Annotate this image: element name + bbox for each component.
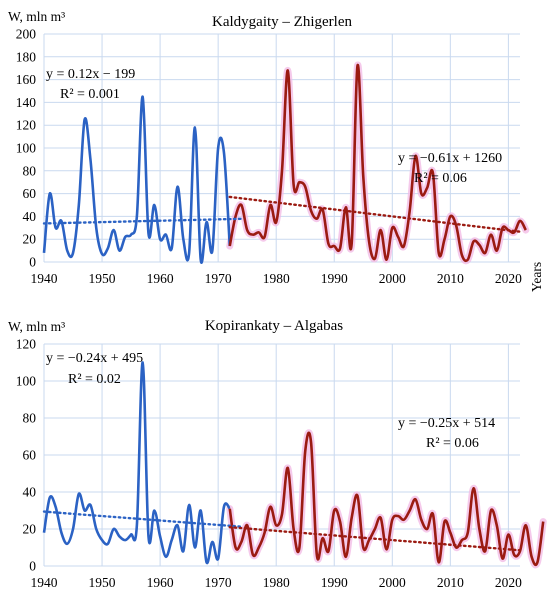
y-tick-label: 120 bbox=[16, 337, 37, 352]
trend-equation-late: y = −0.61x + 1260 bbox=[398, 151, 502, 166]
y-tick-label: 0 bbox=[29, 559, 36, 574]
y-tick-label: 160 bbox=[16, 72, 37, 87]
series-line-early bbox=[42, 95, 232, 264]
series-lines bbox=[42, 63, 527, 264]
x-tick-label: 1950 bbox=[89, 575, 116, 590]
chart-panel-kopirankaty: 0 20 40 60 80 100 120 1940 1950 1960 1970 1980 1990… bbox=[8, 318, 547, 590]
chart-panel-kaldygaity: 0 20 40 60 80 100 120 140 160 180 200 1940 1950 1960… bbox=[8, 9, 544, 292]
x-tick-label: 1940 bbox=[31, 575, 58, 590]
x-tick-label: 1960 bbox=[147, 271, 174, 286]
series-highlight-line bbox=[226, 429, 547, 569]
trend-equation-early: y = 0.12x − 199 bbox=[46, 67, 135, 82]
x-tick-label: 1990 bbox=[321, 575, 348, 590]
trend-r2-early: R² = 0.001 bbox=[60, 87, 120, 102]
x-tick-label: 1960 bbox=[147, 575, 174, 590]
series-lines bbox=[42, 361, 545, 567]
y-axis-label: W, mln m³ bbox=[8, 319, 65, 334]
y-tick-label: 20 bbox=[23, 232, 37, 247]
y-axis-label: W, mln m³ bbox=[8, 9, 65, 24]
trendlines bbox=[42, 195, 522, 233]
x-tick-label: 1980 bbox=[263, 575, 290, 590]
y-tick-label: 140 bbox=[16, 95, 37, 110]
series-line-late bbox=[228, 63, 527, 263]
trendline-late bbox=[228, 525, 522, 552]
chart-title: Kopirankaty – Algabas bbox=[205, 318, 343, 334]
trendline-early bbox=[42, 217, 243, 225]
x-tick-label: 1940 bbox=[31, 271, 58, 286]
trend-equation-early: y = −0.24x + 495 bbox=[46, 351, 143, 366]
x-tick-label: 1950 bbox=[89, 271, 116, 286]
trend-r2-early: R² = 0.02 bbox=[68, 372, 121, 387]
y-tick-label: 20 bbox=[23, 522, 37, 537]
y-tick-label: 120 bbox=[16, 118, 37, 133]
chart-title: Kaldygaity – Zhigerlen bbox=[212, 14, 352, 30]
y-tick-label: 80 bbox=[23, 163, 37, 178]
x-axis-label: Years bbox=[529, 262, 544, 292]
x-tick-label: 2010 bbox=[437, 575, 464, 590]
x-tick-label: 2000 bbox=[379, 575, 406, 590]
x-tick-label: 1980 bbox=[263, 271, 290, 286]
trendlines bbox=[42, 510, 522, 552]
series-line-early bbox=[42, 361, 231, 565]
trend-equation-late: y = −0.25x + 514 bbox=[398, 416, 495, 431]
x-tick-label: 2000 bbox=[379, 271, 406, 286]
y-tick-label: 100 bbox=[16, 141, 37, 156]
y-tick-label: 200 bbox=[16, 27, 37, 42]
trendline-early bbox=[42, 510, 243, 528]
y-tick-label: 60 bbox=[23, 448, 37, 463]
x-tick-label: 2010 bbox=[437, 271, 464, 286]
y-tick-label: 40 bbox=[23, 485, 37, 500]
x-tick-labels: 1940 1950 1960 1970 1980 1990 2000 2010 2020 bbox=[31, 271, 523, 286]
series-line-late bbox=[228, 431, 545, 567]
x-tick-label: 1970 bbox=[205, 271, 232, 286]
x-tick-labels: 1940 1950 1960 1970 1980 1990 2000 2010 2020 bbox=[31, 575, 523, 590]
y-tick-label: 100 bbox=[16, 374, 37, 389]
y-tick-label: 60 bbox=[23, 186, 37, 201]
series-highlight bbox=[226, 429, 547, 569]
x-tick-label: 2020 bbox=[495, 575, 522, 590]
x-tick-label: 1970 bbox=[205, 575, 232, 590]
y-tick-label: 40 bbox=[23, 209, 37, 224]
y-tick-labels: 0 20 40 60 80 100 120 140 160 180 200 bbox=[16, 27, 37, 270]
x-tick-label: 1990 bbox=[321, 271, 348, 286]
y-tick-label: 80 bbox=[23, 411, 37, 426]
trend-r2-late: R² = 0.06 bbox=[414, 171, 467, 186]
y-tick-labels: 0 20 40 60 80 100 120 bbox=[16, 337, 37, 574]
y-tick-label: 0 bbox=[29, 255, 36, 270]
x-tick-label: 2020 bbox=[495, 271, 522, 286]
trendline-late bbox=[228, 195, 522, 233]
y-tick-label: 180 bbox=[16, 49, 37, 64]
trend-r2-late: R² = 0.06 bbox=[426, 436, 479, 451]
